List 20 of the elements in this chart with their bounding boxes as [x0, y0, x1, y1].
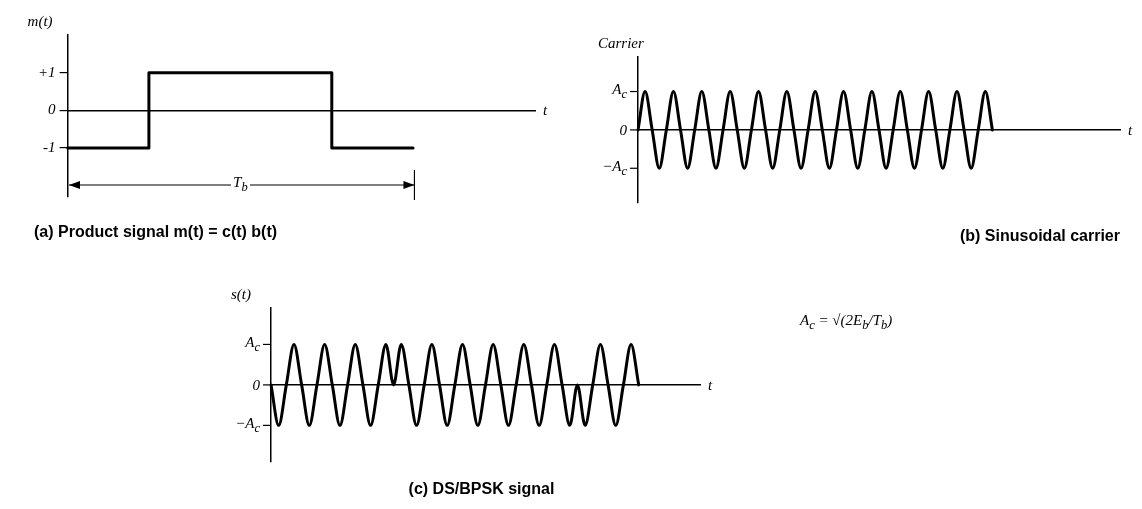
y-tick-label: +1: [38, 63, 56, 80]
x-axis-title: t: [543, 102, 548, 119]
y-axis-title: Carrier: [598, 35, 644, 51]
text: (c) DS/BPSK signal: [408, 479, 555, 497]
x-axis-title: t: [708, 376, 713, 393]
y-axis-title: m(t): [27, 13, 53, 29]
x-axis-title: t: [1128, 121, 1133, 138]
text: 0: [619, 121, 627, 138]
text: −A$_{c}$: [602, 157, 627, 179]
text: (a) Product signal m(t) = c(t) b(t): [34, 222, 278, 240]
text: −A$_{c}$: [235, 414, 260, 436]
annotation: T$_{b}$: [231, 174, 250, 196]
text: (b) Sinusoidal carrier: [959, 226, 1120, 244]
text: A$_{c}$: [612, 81, 627, 103]
y-axis-title: s(t): [231, 286, 251, 302]
y-tick-label: -1: [43, 138, 56, 155]
y-tick-label: 0: [48, 101, 57, 118]
text: 0: [252, 376, 260, 393]
text: A$_{c}$ = √(2E$_{b}$/T$_{b}$): [800, 311, 893, 333]
text: A$_{c}$: [245, 333, 260, 355]
